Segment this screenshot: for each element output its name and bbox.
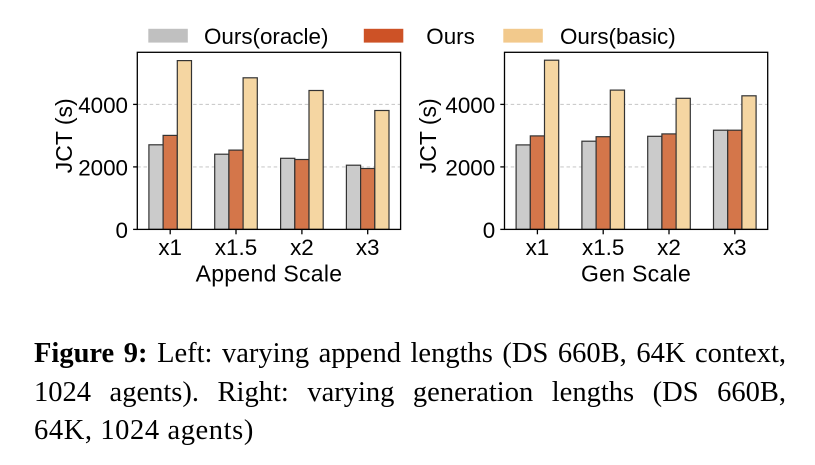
- svg-text:x3: x3: [723, 235, 747, 260]
- svg-text:Ours(basic): Ours(basic): [560, 24, 676, 49]
- svg-text:x1: x1: [526, 235, 550, 260]
- svg-text:x2: x2: [657, 235, 681, 260]
- svg-text:Append Scale: Append Scale: [196, 261, 343, 287]
- svg-text:Gen Scale: Gen Scale: [581, 261, 691, 287]
- svg-text:4000: 4000: [445, 93, 495, 118]
- svg-text:0: 0: [483, 218, 495, 243]
- svg-text:Ours(oracle): Ours(oracle): [204, 24, 328, 49]
- svg-text:x2: x2: [290, 235, 314, 260]
- svg-text:4000: 4000: [78, 93, 128, 118]
- svg-text:0: 0: [116, 218, 128, 243]
- svg-text:x1: x1: [158, 235, 182, 260]
- svg-text:2000: 2000: [445, 156, 495, 181]
- svg-text:x3: x3: [356, 235, 380, 260]
- svg-text:x1.5: x1.5: [215, 235, 257, 260]
- svg-text:JCT (s): JCT (s): [415, 98, 441, 173]
- svg-text:2000: 2000: [78, 156, 128, 181]
- svg-text:x1.5: x1.5: [582, 235, 624, 260]
- svg-text:JCT (s): JCT (s): [51, 98, 77, 173]
- svg-text:Ours: Ours: [426, 24, 475, 49]
